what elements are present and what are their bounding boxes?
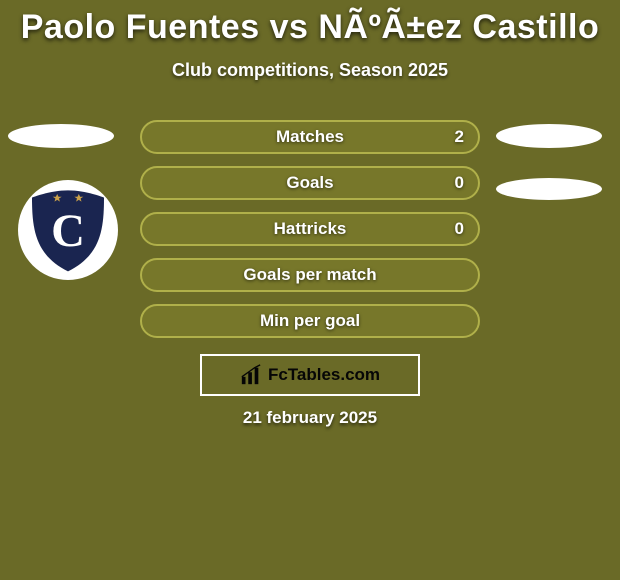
brand-badge: FcTables.com [200, 354, 420, 396]
page-title: Paolo Fuentes vs NÃºÃ±ez Castillo [0, 8, 620, 47]
date-label: 21 february 2025 [0, 408, 620, 428]
team-slot-right-top [496, 124, 602, 148]
stat-label: Matches [276, 127, 344, 147]
stats-list: Matches 2 Goals 0 Hattricks 0 Goals per match M… [140, 120, 480, 350]
stat-right-value: 2 [455, 127, 464, 147]
bars-icon [240, 364, 262, 386]
team-slot-left-top [8, 124, 114, 148]
svg-text:C: C [51, 205, 85, 257]
stat-row: Min per goal [140, 304, 480, 338]
team-slot-right-2 [496, 178, 602, 200]
stat-row: Goals 0 [140, 166, 480, 200]
stat-label: Goals [286, 173, 333, 193]
stat-row: Hattricks 0 [140, 212, 480, 246]
stat-label: Hattricks [274, 219, 347, 239]
shield-icon: C [23, 185, 113, 275]
page-subtitle: Club competitions, Season 2025 [0, 60, 620, 81]
stat-row: Matches 2 [140, 120, 480, 154]
stat-row: Goals per match [140, 258, 480, 292]
stat-label: Min per goal [260, 311, 360, 331]
brand-text: FcTables.com [268, 365, 380, 385]
stat-right-value: 0 [455, 219, 464, 239]
comparison-card: Paolo Fuentes vs NÃºÃ±ez Castillo Club c… [0, 0, 620, 580]
stat-label: Goals per match [243, 265, 376, 285]
club-logo-left: C [18, 180, 118, 280]
stat-right-value: 0 [455, 173, 464, 193]
